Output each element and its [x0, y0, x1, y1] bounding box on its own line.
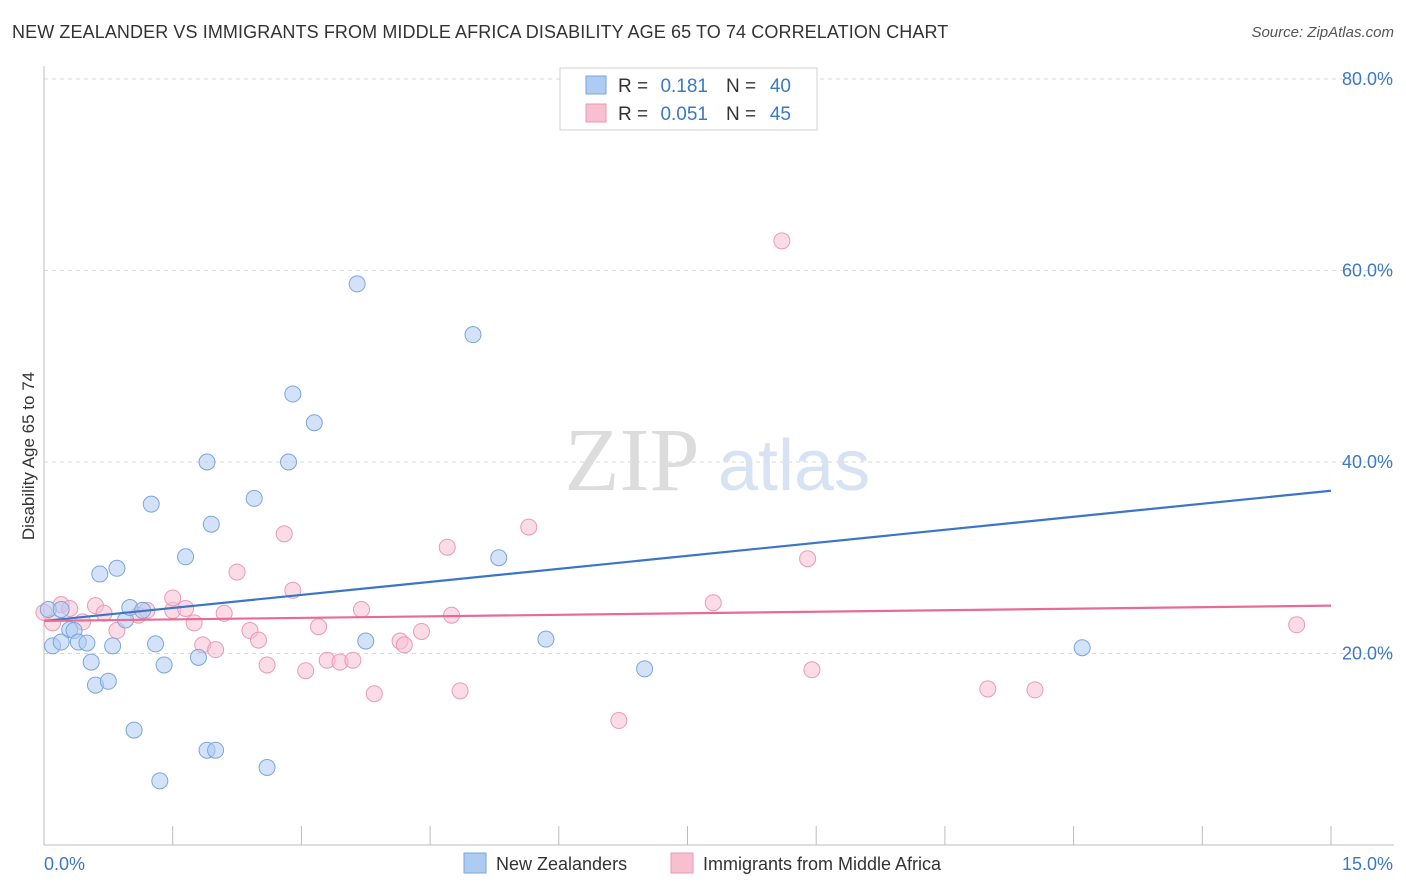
tick-labels: 20.0% 40.0% 60.0% 80.0% 0.0% 15.0%: [44, 69, 1393, 874]
point-new-zealanders: [207, 741, 225, 759]
point-new-zealanders: [537, 630, 555, 648]
y-tick-label: 80.0%: [1342, 69, 1393, 89]
y-tick-label: 60.0%: [1342, 261, 1393, 281]
x-tick-label-min: 0.0%: [44, 854, 85, 874]
point-new-zealanders: [147, 635, 165, 653]
y-tick-label: 40.0%: [1342, 452, 1393, 472]
bottom-legend: New Zealanders Immigrants from Middle Af…: [463, 852, 942, 874]
legend-r-label-1: R =: [618, 76, 648, 97]
point-immigrants: [610, 712, 628, 730]
point-new-zealanders: [99, 672, 117, 690]
bottom-legend-swatch-pink: [670, 852, 694, 874]
point-new-zealanders: [245, 489, 263, 507]
point-immigrants: [207, 641, 225, 659]
point-immigrants: [438, 538, 456, 556]
point-immigrants: [520, 518, 538, 536]
point-immigrants: [803, 661, 821, 679]
point-immigrants: [258, 656, 276, 674]
point-new-zealanders: [305, 414, 323, 432]
point-new-zealanders: [357, 632, 375, 650]
bottom-legend-label-immigrants: Immigrants from Middle Africa: [703, 854, 942, 874]
point-new-zealanders: [142, 495, 160, 513]
point-new-zealanders: [78, 634, 96, 652]
point-new-zealanders: [348, 275, 366, 293]
chart-title: NEW ZEALANDER VS IMMIGRANTS FROM MIDDLE …: [12, 22, 949, 42]
point-immigrants: [1026, 681, 1044, 699]
point-new-zealanders: [464, 326, 482, 344]
legend-r-value-1: 0.181: [660, 76, 708, 97]
point-immigrants: [297, 662, 315, 680]
series-immigrants-points: [35, 232, 1306, 730]
point-new-zealanders: [189, 648, 207, 666]
point-immigrants: [395, 636, 413, 654]
point-new-zealanders: [104, 637, 122, 655]
point-new-zealanders: [1073, 639, 1091, 657]
point-immigrants: [704, 594, 722, 612]
point-new-zealanders: [52, 633, 70, 651]
gridlines: [44, 78, 1394, 654]
series-new-zealanders-points: [39, 275, 1091, 790]
legend-n-label-1: N =: [726, 76, 756, 97]
watermark: ZIP atlas: [565, 411, 871, 510]
point-new-zealanders: [155, 656, 173, 674]
bottom-legend-label-new-zealanders: New Zealanders: [496, 854, 627, 874]
watermark-atlas: atlas: [718, 426, 870, 506]
point-new-zealanders: [284, 385, 302, 403]
point-immigrants: [310, 618, 328, 636]
point-immigrants: [228, 563, 246, 581]
x-tick-label-max: 15.0%: [1342, 854, 1393, 874]
point-new-zealanders: [91, 565, 109, 583]
legend-r-value-2: 0.051: [660, 104, 708, 125]
watermark-zip: ZIP: [565, 411, 700, 510]
point-new-zealanders: [151, 772, 169, 790]
point-new-zealanders: [125, 721, 143, 739]
trend-line-immigrants: [43, 604, 1332, 623]
point-immigrants: [799, 550, 817, 568]
point-immigrants: [215, 604, 233, 622]
point-immigrants: [352, 600, 370, 618]
point-immigrants: [413, 622, 431, 640]
point-new-zealanders: [258, 758, 276, 776]
point-immigrants: [177, 599, 195, 617]
axes: [43, 66, 1394, 846]
legend-n-value-2: 45: [770, 104, 791, 125]
point-new-zealanders: [202, 515, 220, 533]
point-new-zealanders: [52, 600, 70, 618]
point-new-zealanders: [177, 548, 195, 566]
legend-swatch-pink: [585, 103, 607, 123]
y-axis-label: Disability Age 65 to 74: [19, 372, 38, 540]
point-immigrants: [275, 525, 293, 543]
trend-lines: [43, 489, 1332, 623]
point-immigrants: [1288, 616, 1306, 634]
bottom-legend-swatch-blue: [463, 852, 487, 874]
point-new-zealanders: [490, 549, 508, 567]
legend-r-label-2: R =: [618, 104, 648, 125]
point-immigrants: [773, 232, 791, 250]
source-credit: Source: ZipAtlas.com: [1251, 24, 1394, 41]
point-immigrants: [185, 614, 203, 632]
point-immigrants: [979, 680, 997, 698]
point-immigrants: [164, 589, 182, 607]
legend-n-value-1: 40: [770, 76, 791, 97]
point-immigrants: [344, 651, 362, 669]
point-new-zealanders: [82, 653, 100, 671]
point-new-zealanders: [198, 453, 216, 471]
point-new-zealanders: [280, 453, 298, 471]
point-new-zealanders: [636, 660, 654, 678]
trend-line-new-zealanders: [43, 489, 1332, 623]
point-immigrants: [451, 682, 469, 700]
point-immigrants: [365, 685, 383, 703]
point-new-zealanders: [108, 559, 126, 577]
legend: R = 0.181 N = 40 R = 0.051 N = 45: [559, 67, 818, 131]
y-tick-label: 20.0%: [1342, 644, 1393, 664]
legend-swatch-blue: [585, 75, 607, 95]
point-immigrants: [250, 631, 267, 649]
legend-n-label-2: N =: [726, 104, 756, 125]
